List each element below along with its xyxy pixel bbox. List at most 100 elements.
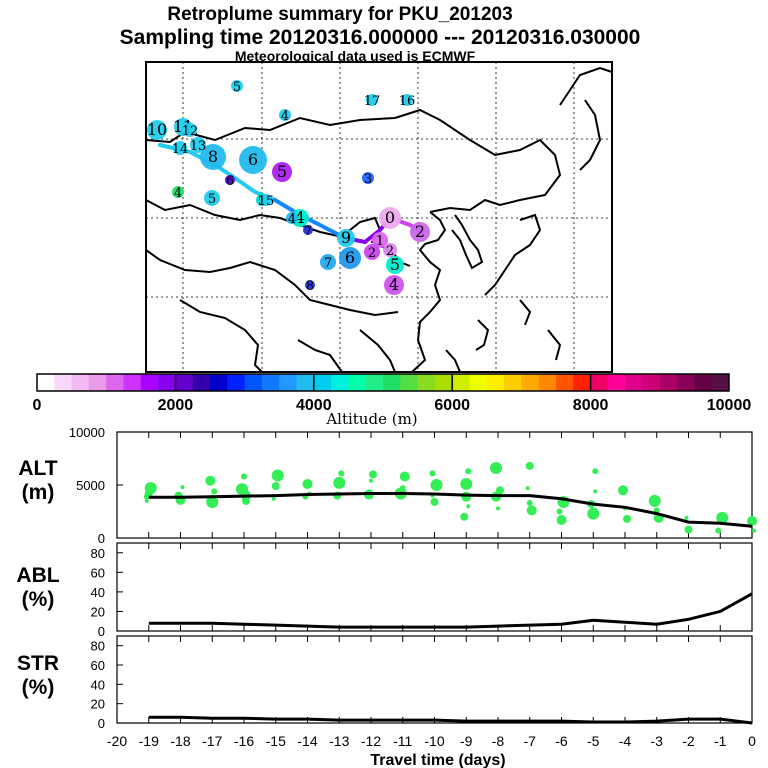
colorbar-cell xyxy=(573,374,592,391)
y-tick-label: 60 xyxy=(91,658,105,673)
map-point-label: 5 xyxy=(390,255,400,274)
map-point-label: 5 xyxy=(208,192,216,207)
map-point-label: 17 xyxy=(364,94,381,109)
map-trajectory-point: 6 xyxy=(339,247,361,269)
colorbar-tick-label: 6000 xyxy=(434,397,470,414)
map-point-marker xyxy=(231,80,243,92)
abl-series-line xyxy=(148,592,753,629)
map-trajectory-point: 6 xyxy=(225,174,235,189)
map-trajectory-point: 7 xyxy=(303,224,313,239)
alt-scatter-point xyxy=(399,471,410,482)
colorbar-cell xyxy=(123,374,142,391)
map-point-marker xyxy=(147,120,167,140)
colorbar-cell xyxy=(625,374,643,391)
sampling-time: Sampling time 20120316.000000 --- 201203… xyxy=(120,26,641,49)
str-panel: STR(%) 80 60 40 20 0 xyxy=(17,635,753,731)
map-point-marker xyxy=(410,222,430,242)
panel-ylabel-unit: (%) xyxy=(22,676,55,699)
alt-scatter-point xyxy=(369,478,373,483)
alt-scatter-point xyxy=(526,505,537,516)
alt-scatter-point xyxy=(684,515,689,520)
map-point-marker xyxy=(339,247,361,269)
x-tick-label: -17 xyxy=(202,733,222,749)
map-point-layer: 0122234444455555666778891011121314151617 xyxy=(147,80,430,295)
map-trajectory-point: 7 xyxy=(320,254,336,271)
alt-scatter-point xyxy=(430,479,443,491)
alt-scatter-point xyxy=(369,470,377,479)
map-point-marker xyxy=(372,232,388,248)
colorbar-cell xyxy=(521,374,540,391)
map-trajectory-point: 4 xyxy=(279,109,291,124)
map-point-marker xyxy=(204,190,220,206)
colorbar-cell xyxy=(37,374,55,391)
map-point-marker xyxy=(384,275,404,295)
map-point-label: 8 xyxy=(306,279,314,294)
y-tick-label: 60 xyxy=(91,565,105,580)
alt-scatter-point xyxy=(144,498,149,503)
y-tick-label: 0 xyxy=(98,716,105,731)
map-trajectory-point: 5 xyxy=(272,162,292,182)
x-tick-label: -11 xyxy=(393,733,412,749)
map-point-label: 5 xyxy=(277,162,287,181)
colorbar-tick-label: 4000 xyxy=(296,397,332,414)
colorbar-cell xyxy=(106,374,124,391)
map-point-label: 4 xyxy=(389,275,399,294)
x-tick-label: -1 xyxy=(714,733,727,749)
map-point-marker xyxy=(364,244,380,260)
colorbar-cell xyxy=(452,374,470,391)
colorbar-tick-label: 2000 xyxy=(158,397,194,414)
alt-scatter-point xyxy=(526,500,533,507)
map-trajectory-point: 5 xyxy=(231,80,243,95)
colorbar-tick-label: 0 xyxy=(33,397,42,414)
map-point-marker xyxy=(305,280,315,290)
alt-scatter-point xyxy=(556,514,567,525)
colorbar-tick-label: 8000 xyxy=(573,397,609,414)
colorbar-cell xyxy=(210,374,228,391)
colorbar-cell xyxy=(504,374,522,391)
map-point-label: 16 xyxy=(399,94,416,109)
x-tick-label: -10 xyxy=(424,733,444,749)
map-trajectory-point: 13 xyxy=(190,137,207,154)
x-tick-label: 0 xyxy=(748,733,756,749)
panel-frame xyxy=(116,542,753,632)
map-point-label: 5 xyxy=(233,80,241,95)
colorbar-cell xyxy=(365,374,384,391)
map-point-label: 13 xyxy=(190,139,207,154)
alt-scatter-point xyxy=(716,511,729,524)
map-trajectory-point: 10 xyxy=(147,120,167,140)
map-point-label: 2 xyxy=(368,246,376,261)
map-trajectory-point: 9 xyxy=(337,228,355,247)
alt-scatter-point xyxy=(430,497,439,506)
map-trajectory-point: 2 xyxy=(410,222,430,242)
alt-scatter-point xyxy=(623,514,631,523)
colorbar-cell xyxy=(590,374,609,391)
y-tick-label: 20 xyxy=(91,697,105,712)
colorbar-cell xyxy=(556,374,574,391)
alt-scatter-point xyxy=(684,525,693,534)
alt-scatter-point xyxy=(752,528,756,533)
alt-scatter-point xyxy=(592,468,599,475)
x-tick-label: -19 xyxy=(139,733,159,749)
map-point-marker xyxy=(386,256,404,274)
map-point-marker xyxy=(337,229,355,247)
map-panel: 0122234444455555666778891011121314151617 xyxy=(145,61,613,373)
y-tick-label: 0 xyxy=(98,531,105,546)
map-point-marker xyxy=(172,186,184,198)
map-trajectory-point: 14 xyxy=(172,141,189,157)
x-tick-label: -2 xyxy=(682,733,695,749)
map-point-marker xyxy=(383,243,397,257)
colorbar-frame xyxy=(36,373,730,392)
y-tick-label: 5000 xyxy=(76,478,105,493)
x-tick-label: -7 xyxy=(524,733,537,749)
alt-scatter-point xyxy=(241,473,247,480)
map-point-marker xyxy=(272,162,292,182)
colorbar-cell xyxy=(607,374,626,391)
alt-scatter-point xyxy=(460,512,469,521)
map-point-label: 7 xyxy=(304,224,312,239)
colorbar-cell xyxy=(677,374,695,391)
alt-scatter-point xyxy=(556,508,563,515)
map-point-label: 14 xyxy=(172,142,189,157)
colorbar-cell xyxy=(694,374,713,391)
alt-scatter-point xyxy=(715,527,722,534)
str-series-line xyxy=(148,715,753,725)
